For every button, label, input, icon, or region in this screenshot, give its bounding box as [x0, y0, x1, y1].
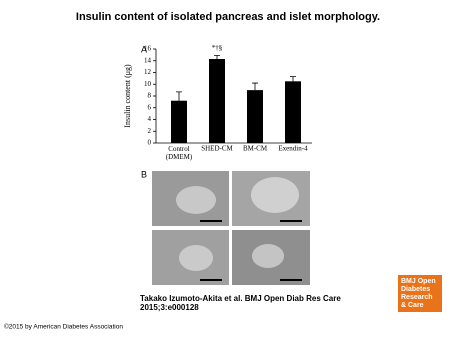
significance-label: *†§ [212, 44, 223, 52]
y-tick-label: 4 [148, 115, 152, 123]
x-tick-label: BM-CM [243, 145, 268, 153]
logo-text: & Care [401, 302, 424, 309]
logo-text: Diabetes [401, 286, 430, 293]
y-tick-label: 2 [148, 127, 152, 135]
logo-text: BMJ Open [401, 278, 436, 285]
bar [171, 100, 187, 143]
y-tick-label: 8 [148, 92, 152, 100]
error-bar [252, 82, 258, 91]
y-tick-label: 0 [148, 139, 152, 147]
y-tick-label: 10 [144, 80, 152, 88]
y-tick-label: 14 [144, 56, 152, 64]
logo [398, 275, 442, 312]
logo-text: Research [401, 294, 433, 301]
x-tick-label: SHED-CM [201, 145, 233, 153]
x-tick-label: Exendin-4 [278, 145, 308, 153]
y-tick-label: 16 [144, 45, 152, 53]
slide-title: Insulin content of isolated pancreas and… [76, 11, 380, 23]
micrographs [152, 171, 310, 285]
panel-label: B [141, 169, 147, 179]
error-bar [176, 91, 182, 101]
citation: Takako Izumoto-Akita et al. BMJ Open Dia… [140, 294, 341, 303]
panel-label: A [141, 44, 147, 54]
bar [209, 58, 225, 143]
copyright: ©2015 by American Diabetes Association [4, 323, 123, 331]
x-tick-label: Control (DMEM) [166, 145, 193, 161]
y-axis-label: Insulin content (μg) [123, 64, 132, 128]
bar [285, 81, 301, 143]
y-tick-label: 6 [148, 103, 152, 111]
y-tick-label: 12 [144, 68, 152, 76]
bar [247, 90, 263, 143]
citation: 2015;3:e000128 [140, 303, 199, 312]
error-bar [290, 76, 296, 82]
error-bar [214, 55, 220, 59]
